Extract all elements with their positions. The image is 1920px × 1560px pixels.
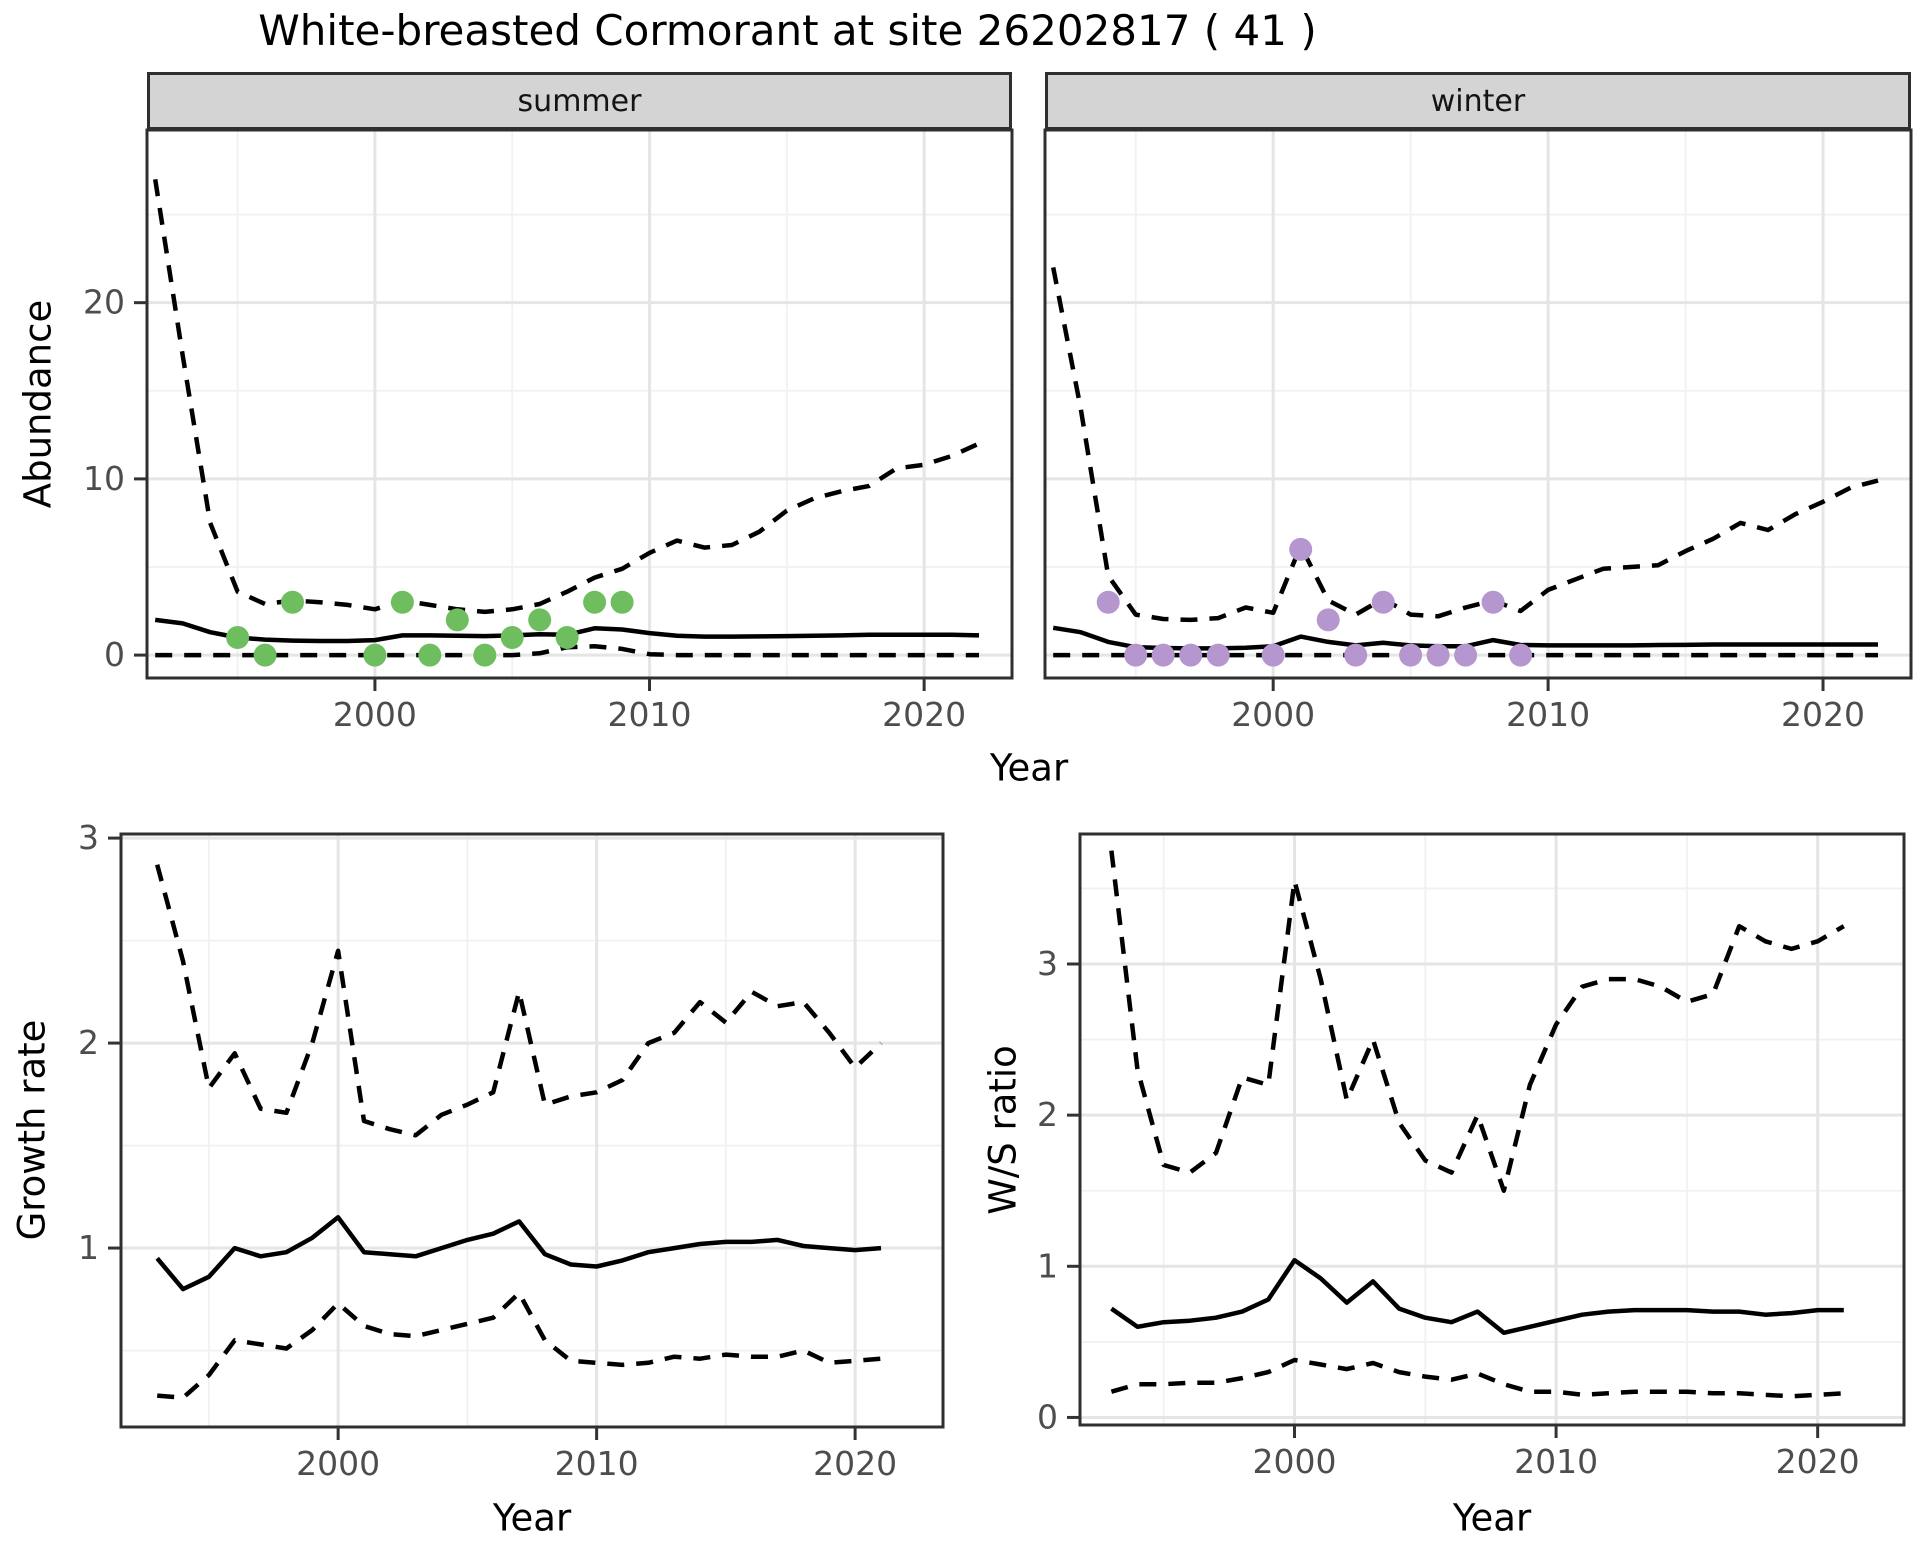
- y-tick-label: 3: [78, 818, 99, 857]
- x-tick-label: 2010: [608, 695, 692, 734]
- y-tick-label: 0: [104, 635, 125, 674]
- facet-strip-summer-label: summer: [517, 83, 642, 119]
- data-point-observed-counts-winter: [1261, 643, 1285, 667]
- figure-title: White-breasted Cormorant at site 2620281…: [258, 6, 1317, 55]
- x-tick-label: 2020: [813, 1444, 897, 1483]
- y-tick-label: 1: [78, 1228, 99, 1267]
- panel-growth-rate: 2000 2010 2020 1 2 3: [78, 818, 945, 1483]
- data-point-observed-counts-summer: [445, 608, 469, 632]
- data-point-observed-counts-winter: [1179, 643, 1203, 667]
- facet-strip-winter: winter: [1045, 72, 1911, 130]
- y-tick-label: 2: [1037, 1095, 1058, 1134]
- data-point-observed-counts-winter: [1124, 643, 1148, 667]
- data-point-observed-counts-winter: [1371, 590, 1395, 614]
- x-tick-label: 2000: [296, 1444, 380, 1483]
- panel-background: [121, 834, 943, 1427]
- x-tick-label: 2020: [882, 695, 966, 734]
- series-upper_95ci: [1050, 266, 1879, 623]
- x-tick-label: 2010: [1514, 1442, 1598, 1481]
- data-point-observed-counts-winter: [1399, 643, 1423, 667]
- series-lower_95ci: [157, 1290, 882, 1400]
- y-tick-label: 3: [1037, 944, 1058, 983]
- x-tick-label: 2000: [333, 695, 417, 734]
- data-point-observed-counts-summer: [253, 643, 277, 667]
- x-tick-label: 2020: [1781, 695, 1865, 734]
- data-point-observed-counts-winter: [1206, 643, 1230, 667]
- data-point-observed-counts-winter: [1509, 643, 1533, 667]
- panel-abundance-summer: 2000 2010 2020 0 10 20: [83, 128, 1014, 734]
- panel-background: [1080, 834, 1904, 1425]
- data-point-observed-counts-winter: [1454, 643, 1478, 667]
- panel-background: [147, 130, 1012, 678]
- data-point-observed-counts-summer: [583, 590, 607, 614]
- panel-border: [119, 832, 945, 1429]
- panel-abundance-winter: 2000 2010 2020: [1043, 128, 1913, 734]
- year-axis-title-bottom-left: Year: [492, 1496, 572, 1540]
- panel-ws-ratio: 2000 2010 2020 0 1 2 3: [1037, 832, 1906, 1481]
- data-point-observed-counts-summer: [390, 590, 414, 614]
- panel-border: [1078, 832, 1906, 1427]
- y-tick-label: 1: [1037, 1246, 1058, 1285]
- series-lower_95ci: [1110, 1357, 1844, 1399]
- panel-background: [1045, 130, 1911, 678]
- data-point-observed-counts-summer: [418, 643, 442, 667]
- facet-strip-winter-label: winter: [1430, 83, 1526, 119]
- panel-border: [1043, 128, 1913, 680]
- ws-ratio-axis-title: W/S ratio: [981, 1045, 1025, 1215]
- year-axis-title-bottom-right: Year: [1452, 1496, 1532, 1540]
- y-tick-label: 2: [78, 1023, 99, 1062]
- data-point-observed-counts-summer: [363, 643, 387, 667]
- data-point-observed-counts-winter: [1096, 590, 1120, 614]
- data-point-observed-counts-summer: [555, 626, 579, 649]
- y-tick-label: 10: [83, 459, 125, 498]
- data-point-observed-counts-summer: [610, 590, 634, 614]
- year-axis-title-top: Year: [989, 746, 1069, 790]
- x-tick-label: 2020: [1776, 1442, 1860, 1481]
- x-tick-label: 2010: [555, 1444, 639, 1483]
- abundance-axis-title: Abundance: [16, 299, 60, 509]
- data-point-observed-counts-summer: [500, 626, 524, 649]
- series-median: [155, 1215, 882, 1292]
- data-point-observed-counts-summer: [226, 626, 250, 649]
- facet-strip-summer: summer: [147, 72, 1012, 130]
- x-tick-label: 2010: [1506, 695, 1590, 734]
- series-median: [1110, 1257, 1844, 1336]
- y-tick-label: 20: [83, 283, 125, 322]
- data-point-observed-counts-winter: [1481, 590, 1505, 614]
- x-tick-label: 2000: [1231, 695, 1315, 734]
- data-point-observed-counts-winter: [1344, 643, 1368, 667]
- growth-rate-axis-title: Growth rate: [10, 1019, 54, 1241]
- data-point-observed-counts-summer: [281, 590, 304, 614]
- series-upper_95ci: [155, 864, 883, 1138]
- y-tick-label: 0: [1037, 1397, 1058, 1436]
- data-point-observed-counts-winter: [1426, 643, 1450, 667]
- data-point-observed-counts-winter: [1289, 537, 1313, 561]
- panel-border: [145, 128, 1014, 680]
- data-point-observed-counts-winter: [1151, 643, 1175, 667]
- data-point-observed-counts-summer: [528, 608, 552, 632]
- data-point-observed-counts-winter: [1316, 608, 1340, 632]
- data-point-observed-counts-summer: [473, 643, 497, 667]
- x-tick-label: 2000: [1253, 1442, 1337, 1481]
